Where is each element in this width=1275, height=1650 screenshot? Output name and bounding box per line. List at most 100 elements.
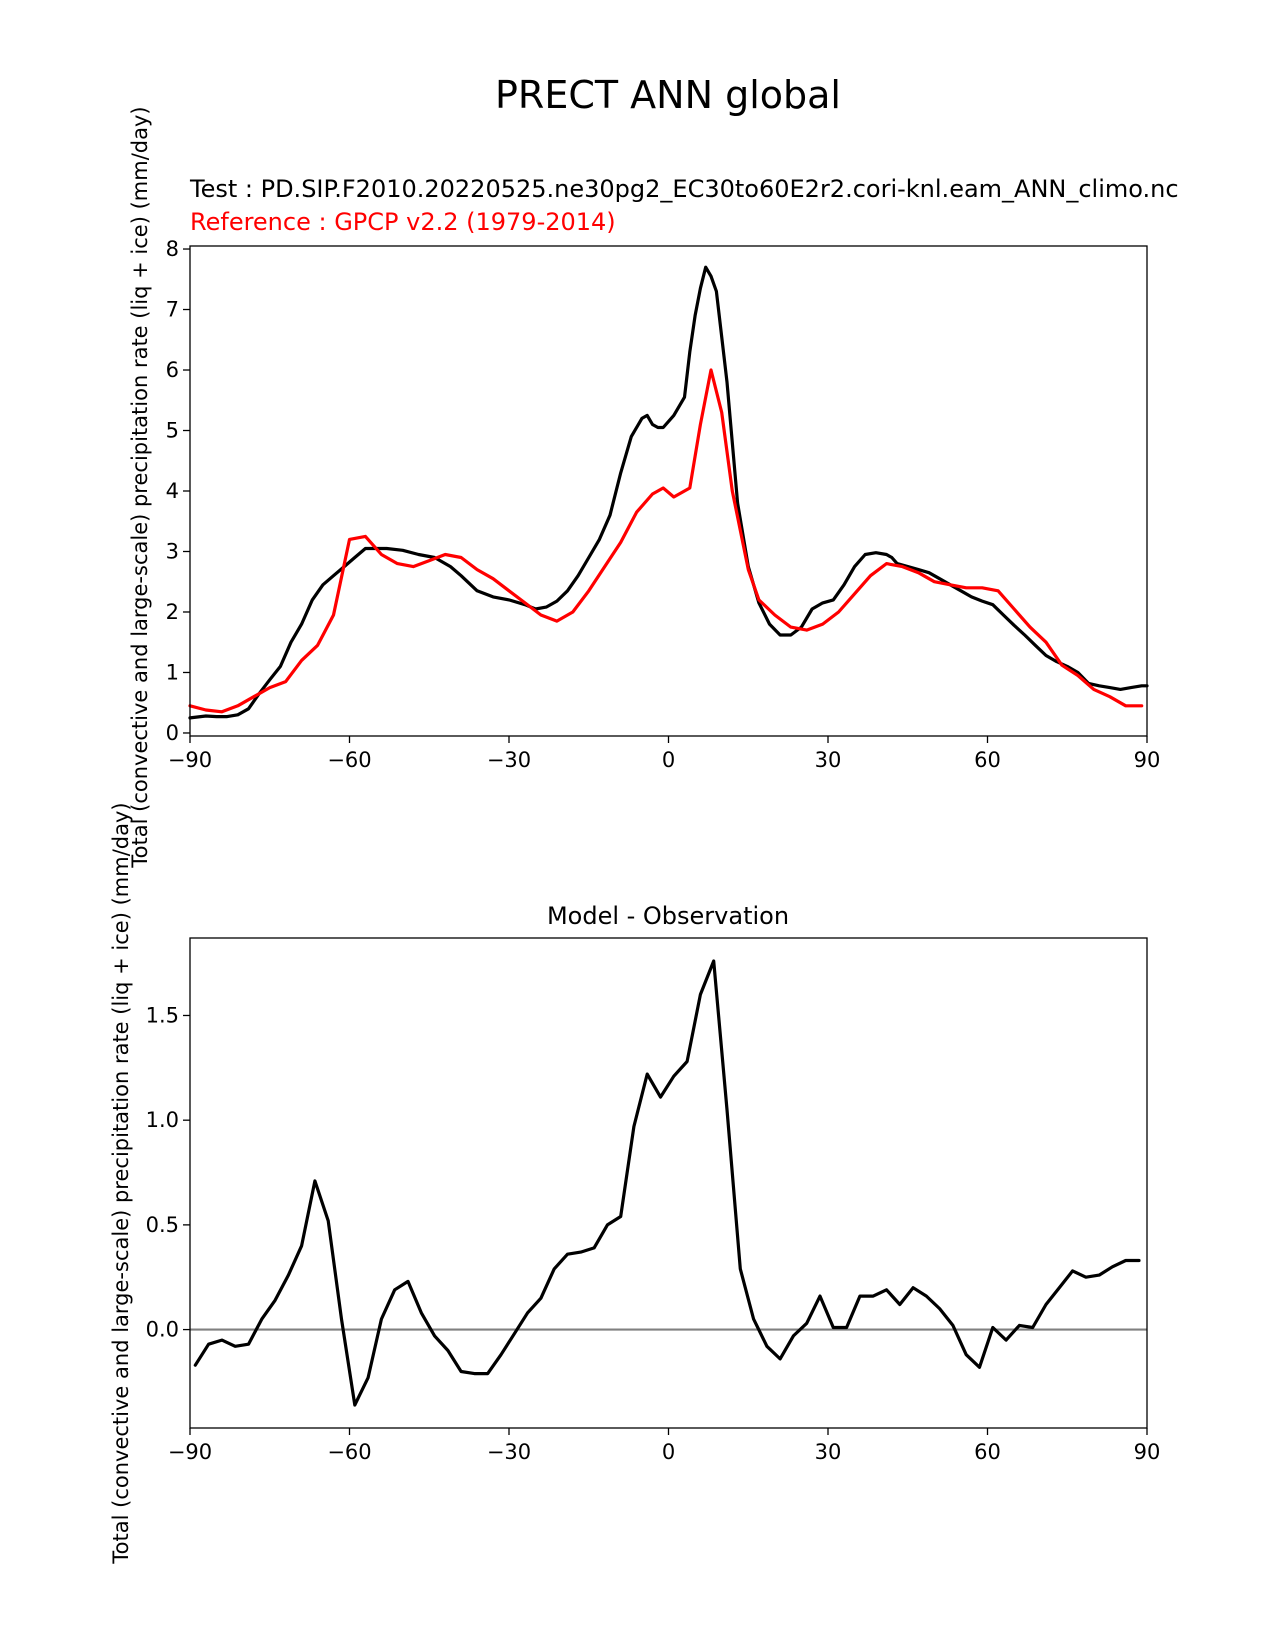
top-ytick-label: 3: [166, 539, 179, 563]
top-series-1-point: [673, 496, 675, 498]
bottom-series-0-point: [473, 1373, 475, 1375]
top-series-1-point: [1109, 696, 1111, 698]
top-series-1-point: [731, 490, 733, 492]
diff-title: Model - Observation: [547, 902, 789, 930]
bottom-series-0-point: [580, 1251, 582, 1253]
bottom-xtick-label: −30: [487, 1440, 531, 1464]
bottom-series-0-point: [327, 1220, 329, 1222]
bottom-ytick-label: 0.5: [146, 1213, 179, 1237]
top-series-1-point: [572, 611, 574, 613]
bottom-series-0-point: [978, 1366, 981, 1368]
top-axes-frame: [189, 245, 1148, 737]
top-series-0-point: [1034, 644, 1036, 646]
top-series-0-point: [657, 426, 659, 429]
top-series-0-point: [715, 290, 718, 292]
top-series-1-point: [869, 575, 872, 577]
top-series-0-point: [854, 566, 856, 568]
top-series-0-point: [646, 414, 648, 416]
top-series-1-point: [885, 563, 888, 565]
top-series-1-point: [933, 581, 935, 583]
top-series-0-point: [598, 538, 601, 541]
bottom-series-0-point: [646, 1073, 648, 1075]
top-series-0-point: [205, 715, 207, 717]
top-series-0-point: [269, 679, 271, 681]
top-series-0-point: [1098, 685, 1100, 687]
top-series-0-point: [577, 575, 579, 577]
top-series-1-point: [1013, 608, 1015, 610]
top-series-1-point: [997, 590, 999, 592]
top-series-1-point: [460, 556, 462, 559]
bottom-series-0-point: [274, 1299, 276, 1301]
top-series-0-point: [279, 665, 281, 668]
top-series-1-point: [588, 590, 590, 592]
top-xtick-label: 0: [662, 748, 675, 772]
bottom-series-0-point: [620, 1215, 622, 1218]
top-series-1-point: [269, 687, 271, 689]
top-series-1-point: [854, 593, 856, 595]
top-series-1-point: [806, 629, 808, 631]
reference-label: Reference : GPCP v2.2 (1979-2014): [190, 208, 616, 236]
top-series-1-point: [1061, 664, 1063, 666]
top-series-1-point: [965, 587, 967, 589]
top-series-1-point: [604, 566, 606, 568]
top-series-1-point: [253, 696, 255, 698]
bottom-series-0-point: [699, 993, 702, 996]
top-series-1-point: [981, 587, 983, 589]
top-ylabel: Total (convective and large-scale) preci…: [128, 106, 152, 868]
top-series-0-point: [630, 436, 632, 438]
top-series-0-point: [981, 600, 983, 602]
top-series-0-point: [832, 599, 834, 601]
top-series-1-point: [838, 611, 840, 613]
top-series-0-point: [354, 556, 356, 559]
top-series-0-point: [939, 578, 941, 580]
top-series-0-point: [322, 584, 324, 586]
top-series-0-point: [588, 556, 590, 559]
top-series-1-point: [710, 369, 712, 371]
top-series-1-point: [1125, 705, 1127, 707]
bottom-xtick-label: −60: [327, 1440, 371, 1464]
bottom-series-0-point: [434, 1335, 436, 1337]
bottom-xtick-label: 60: [974, 1440, 1001, 1464]
bottom-series-0-point: [247, 1343, 250, 1345]
top-series-0-point: [790, 634, 792, 636]
bottom-series-0-point: [340, 1318, 343, 1320]
top-series-0-point: [290, 641, 292, 643]
top-series-1-point: [492, 578, 494, 580]
bottom-series-0-point: [208, 1343, 210, 1345]
figure-title: PRECT ANN global: [495, 73, 841, 117]
top-series-0-point: [662, 426, 664, 429]
top-series-0-point: [891, 556, 893, 559]
top-series-0-point: [1141, 685, 1143, 687]
top-series-1-point: [412, 566, 414, 568]
top-series-1-point: [285, 681, 287, 683]
top-xtick-label: 30: [815, 748, 842, 772]
bottom-series-0-point: [487, 1373, 489, 1375]
top-series-1-point: [758, 599, 760, 601]
bottom-series-0-point: [885, 1289, 888, 1291]
top-xtick-label: 60: [974, 748, 1001, 772]
top-series-0-point: [418, 553, 420, 556]
top-series-0-point: [699, 287, 702, 289]
top-series-0-point: [758, 602, 760, 604]
top-xtick-label: 90: [1134, 748, 1161, 772]
top-series-1-point: [620, 541, 622, 544]
top-series-0-point: [247, 708, 250, 710]
top-series-1-point: [508, 590, 510, 592]
top-series-0-point: [768, 623, 771, 625]
top-series-0-point: [216, 716, 218, 718]
bottom-series-0-point: [261, 1318, 263, 1320]
bottom-series-0-point: [394, 1289, 396, 1291]
top-series-1-point: [332, 614, 335, 616]
top-series-0-point: [1119, 688, 1121, 691]
top-series-0-point: [226, 716, 228, 718]
bottom-series-0-point: [766, 1345, 768, 1347]
top-series-0-point: [460, 575, 462, 577]
top-series-0-point: [1109, 687, 1111, 689]
top-ytick-label: 0: [166, 721, 179, 745]
test-label: Test : PD.SIP.F2010.20220525.ne30pg2_EC3…: [189, 175, 1179, 203]
bottom-series-0-point: [527, 1312, 529, 1314]
bottom-ytick-label: 1.5: [146, 1003, 179, 1027]
top-series-1-point: [524, 602, 526, 604]
top-series-0-point: [917, 569, 920, 571]
bottom-xtick-label: −90: [168, 1440, 212, 1464]
